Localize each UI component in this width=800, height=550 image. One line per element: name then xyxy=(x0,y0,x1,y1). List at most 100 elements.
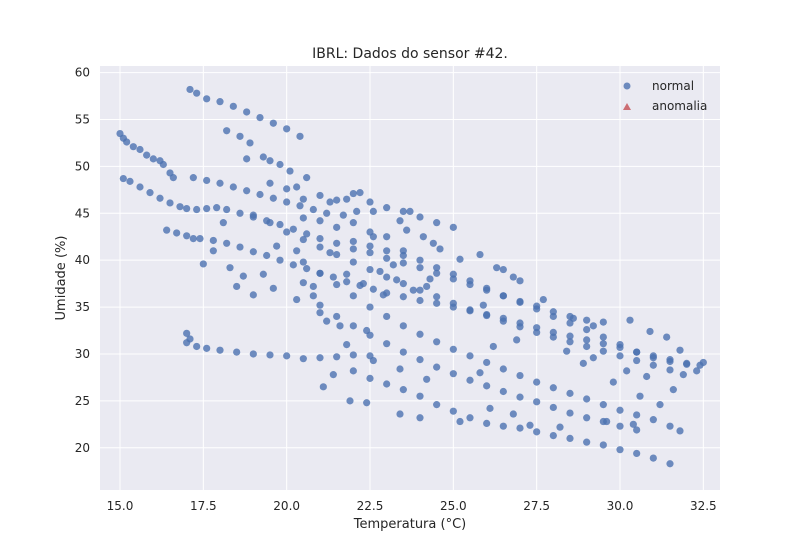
data-point-normal xyxy=(169,174,177,182)
data-point-normal xyxy=(366,198,374,206)
data-point-normal xyxy=(296,202,304,210)
data-point-normal xyxy=(203,344,211,352)
data-point-normal xyxy=(233,348,241,356)
data-point-normal xyxy=(416,256,424,264)
data-point-normal xyxy=(236,209,244,217)
data-point-normal xyxy=(353,207,361,215)
data-point-normal xyxy=(396,217,404,225)
data-point-normal xyxy=(349,322,357,330)
data-point-normal xyxy=(649,361,657,369)
data-point-normal xyxy=(399,259,407,267)
data-point-normal xyxy=(366,242,374,250)
data-point-normal xyxy=(566,409,574,417)
data-point-normal xyxy=(433,269,441,277)
data-point-normal xyxy=(599,401,607,409)
y-tick-label: 25 xyxy=(75,394,90,408)
data-point-normal xyxy=(309,292,317,300)
data-point-normal xyxy=(449,370,457,378)
data-point-normal xyxy=(263,251,271,260)
data-point-normal xyxy=(666,460,674,468)
data-point-normal xyxy=(396,365,404,373)
data-point-normal xyxy=(426,275,434,283)
data-point-normal xyxy=(149,155,157,163)
data-point-normal xyxy=(583,414,591,422)
data-point-normal xyxy=(429,239,437,247)
data-point-normal xyxy=(226,264,234,272)
data-point-normal xyxy=(239,272,247,280)
data-point-normal xyxy=(636,392,644,400)
data-point-normal xyxy=(549,312,557,321)
data-point-normal xyxy=(349,258,357,266)
data-point-normal xyxy=(256,113,264,122)
data-point-normal xyxy=(533,428,541,436)
data-point-normal xyxy=(433,363,441,371)
x-tick-label: 15.0 xyxy=(107,499,134,513)
data-point-normal xyxy=(379,291,387,299)
data-point-normal xyxy=(383,247,391,255)
data-point-normal xyxy=(326,249,334,257)
data-point-normal xyxy=(583,316,591,324)
data-point-normal xyxy=(316,217,324,225)
data-point-normal xyxy=(669,386,677,394)
data-point-normal xyxy=(483,311,491,320)
data-point-normal xyxy=(599,340,607,348)
data-point-normal xyxy=(216,98,224,106)
data-point-normal xyxy=(333,196,341,204)
data-point-normal xyxy=(663,333,671,341)
data-point-normal xyxy=(499,265,507,274)
data-point-normal xyxy=(629,420,637,428)
data-point-normal xyxy=(693,367,701,375)
data-point-normal xyxy=(456,255,464,263)
data-point-normal xyxy=(549,431,557,440)
data-point-normal xyxy=(616,341,624,349)
data-point-normal xyxy=(566,434,574,443)
chart-title: IBRL: Dados do sensor #42. xyxy=(312,46,508,62)
data-point-normal xyxy=(369,207,377,215)
data-point-normal xyxy=(483,358,491,367)
data-point-normal xyxy=(633,449,641,458)
data-point-normal xyxy=(329,273,337,281)
data-point-normal xyxy=(389,261,397,269)
data-point-normal xyxy=(383,340,391,348)
x-tick-label: 25.0 xyxy=(440,499,467,513)
data-point-normal xyxy=(343,270,351,278)
data-point-normal xyxy=(266,351,274,359)
data-point-normal xyxy=(656,401,664,409)
y-tick-label: 20 xyxy=(75,441,90,455)
data-point-normal xyxy=(316,191,324,200)
data-point-normal xyxy=(416,213,424,221)
y-tick-label: 60 xyxy=(75,66,90,80)
data-point-normal xyxy=(609,378,617,386)
data-point-normal xyxy=(236,132,244,140)
data-point-normal xyxy=(449,407,457,415)
data-point-normal xyxy=(243,108,251,116)
data-point-normal xyxy=(699,358,707,367)
data-points xyxy=(116,85,707,468)
data-point-normal xyxy=(416,414,424,422)
data-point-normal xyxy=(383,312,391,321)
data-point-normal xyxy=(513,336,521,344)
data-point-normal xyxy=(299,355,307,363)
data-point-normal xyxy=(419,233,427,241)
data-point-normal xyxy=(399,322,407,330)
data-point-normal xyxy=(466,277,474,285)
data-point-normal xyxy=(316,235,324,243)
data-point-normal xyxy=(489,342,497,351)
data-point-normal xyxy=(416,356,424,364)
data-point-normal xyxy=(399,293,407,301)
y-tick-label: 35 xyxy=(75,300,90,314)
data-point-normal xyxy=(276,256,284,264)
data-point-normal xyxy=(616,352,624,360)
data-point-normal xyxy=(483,382,491,390)
data-point-normal xyxy=(333,223,341,231)
data-point-normal xyxy=(349,189,357,198)
data-point-normal xyxy=(436,245,444,253)
data-point-normal xyxy=(583,342,591,351)
data-point-normal xyxy=(486,404,494,412)
data-point-normal xyxy=(276,160,284,169)
data-point-normal xyxy=(316,243,324,251)
data-point-normal xyxy=(449,223,457,231)
data-point-normal xyxy=(533,398,541,406)
data-point-normal xyxy=(433,264,441,272)
data-point-normal xyxy=(223,239,231,247)
